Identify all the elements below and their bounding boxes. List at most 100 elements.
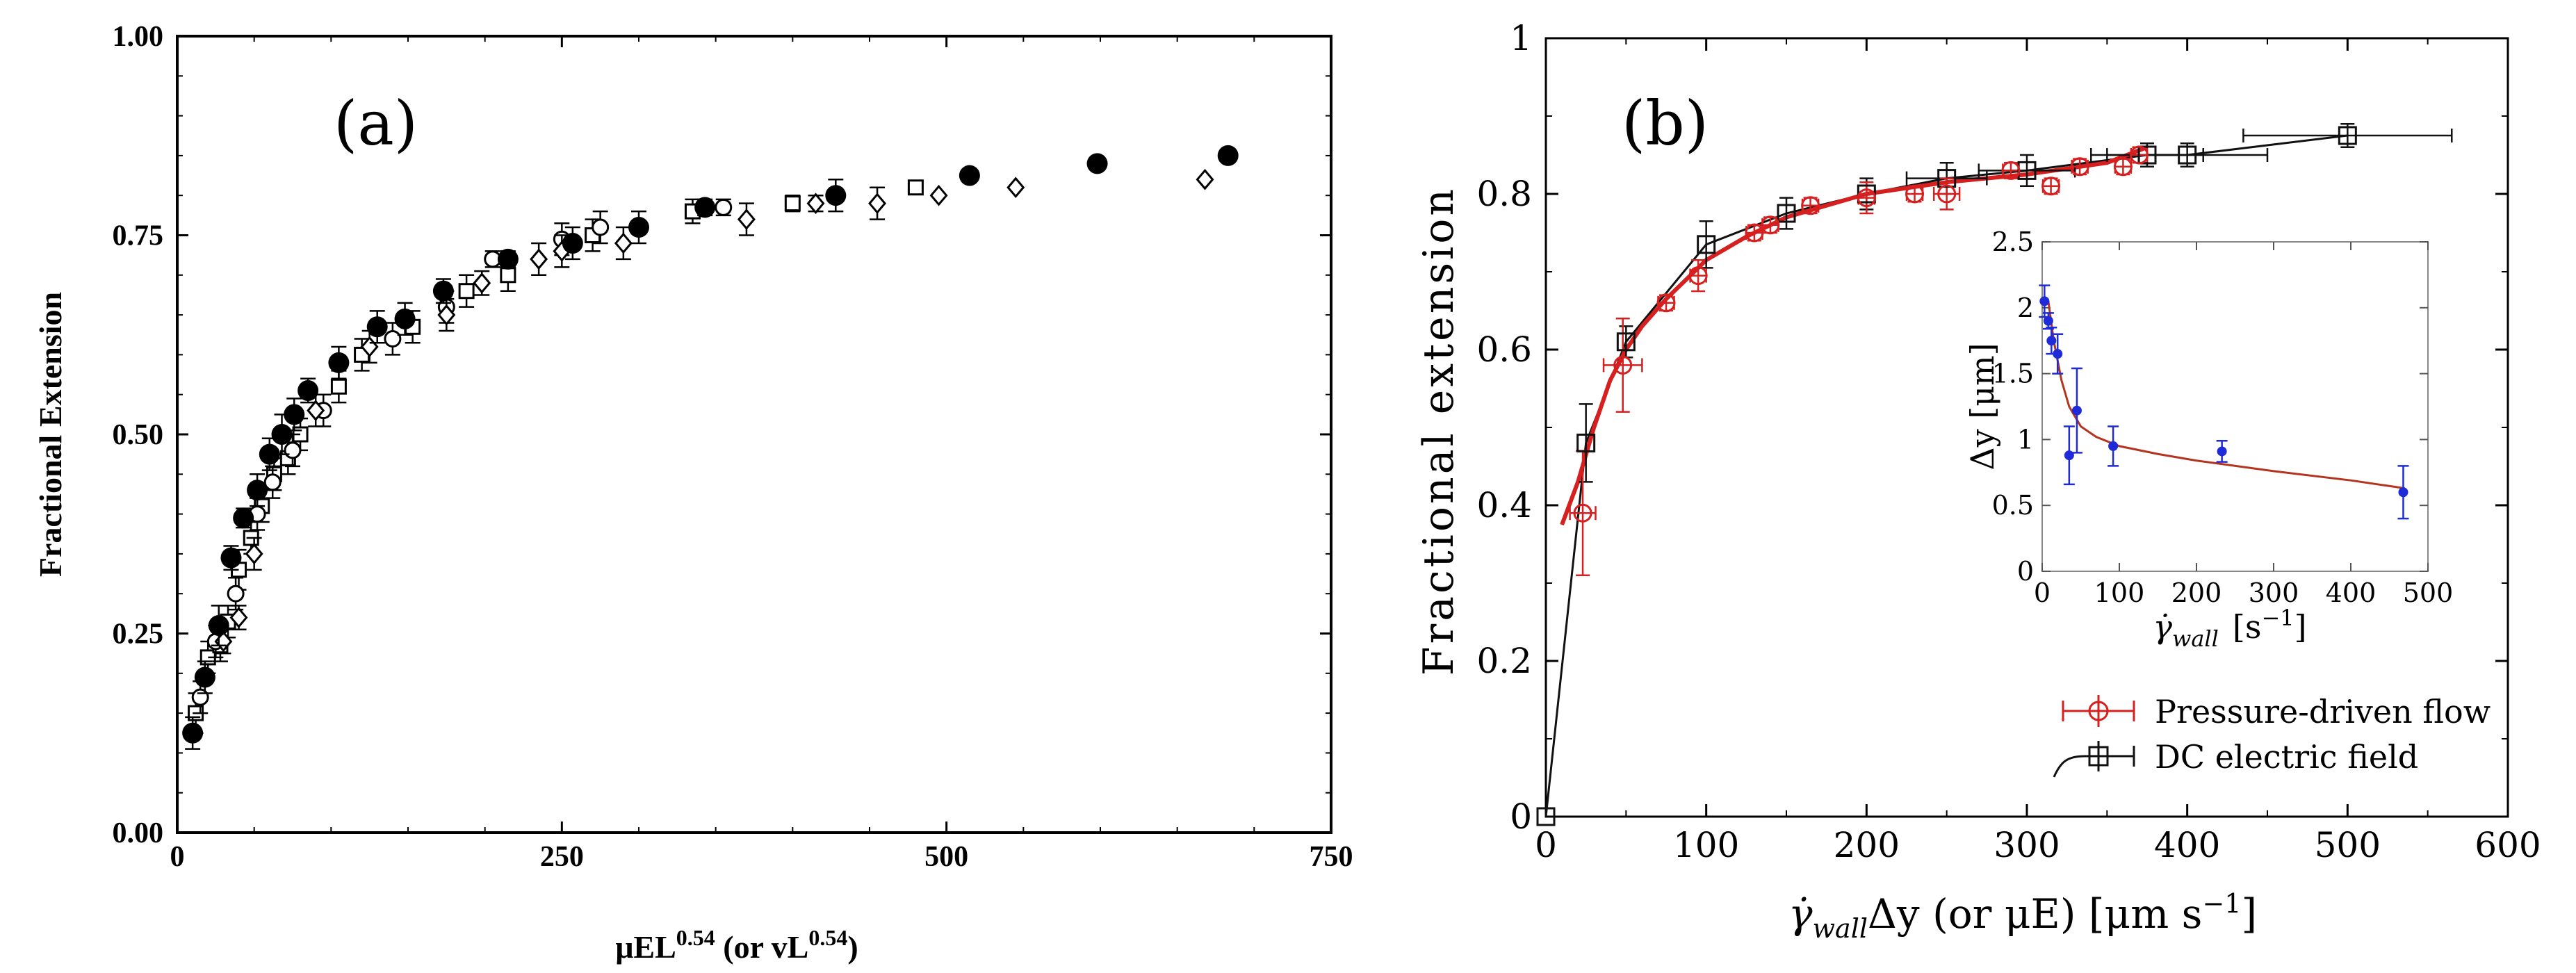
data-point-filled-circle [628,217,649,238]
x-tick-label: 400 [2154,825,2220,865]
inset-x-tick-label: 0 [2034,578,2051,608]
data-point-open-circle [384,329,402,348]
data-point-open-circle [284,441,302,459]
inset-xlabel: γ̇wall [s−1] [2153,605,2306,652]
inset-y-tick-label: 2.5 [1992,227,2034,257]
data-point-filled-circle [694,197,716,218]
x-tick-label: 500 [924,841,968,873]
inset-x-tick-label: 100 [2094,578,2145,608]
data-point-open-diamond [806,193,825,214]
data-point-open-diamond [614,232,633,254]
pressure-data-point [1801,196,1820,215]
panel-b-xlabel: γ̇wallΔy (or μE) [μm s−1] [1788,888,2257,944]
dc-data-point [1777,204,1796,223]
data-point-filled-circle [1086,153,1108,174]
y-tick-label: 0.50 [113,419,164,451]
data-point-open-square [784,195,801,212]
data-point-open-circle [227,584,245,603]
x-tick-label: 500 [2315,825,2381,865]
data-point-open-diamond [307,400,325,421]
dc-data-point [1697,235,1716,254]
inset-points [2039,284,2409,520]
inset-x-tick-label: 400 [2326,578,2377,608]
data-point-open-square [500,267,516,284]
inset-tick-labels: 0 100 200 300 400 500 0 0.5 1 1.5 2 2.5 [1992,227,2454,608]
pressure-data-point [2070,157,2089,177]
data-point-open-diamond [530,248,548,270]
y-tick-label: 0.00 [113,817,164,849]
legend-marker-dc [2088,746,2109,767]
dc-data-point [1536,807,1556,826]
panel-b-label: (b) [1622,88,1709,159]
inset-x-tick-label: 200 [2171,578,2222,608]
inset-x-tick-label: 300 [2249,578,2299,608]
data-point-open-circle [263,473,282,491]
inset-data-point [2071,405,2082,416]
inset-data-point [2053,349,2063,359]
data-point-filled-circle [297,379,319,401]
data-point-open-square [330,378,347,395]
pressure-data-point [2113,157,2133,177]
inset-y-tick-label: 1.5 [1992,359,2034,389]
pressure-data-point [1857,188,1876,208]
data-point-open-square [458,283,475,300]
panel-a-points [182,145,1239,750]
x-tick-label: 600 [2475,825,2541,865]
data-point-open-diamond [473,272,491,294]
legend-marker-pressure [2088,701,2109,721]
pressure-data-point [1656,293,1676,313]
inset-y-tick-label: 1 [2017,424,2034,455]
y-tick-label: 0.75 [113,220,164,252]
data-point-filled-circle [562,232,583,254]
y-tick-label: 0.25 [113,619,164,651]
pressure-data-point [1745,223,1764,243]
y-tick-label: 0 [1510,796,1532,837]
panel-a-ylabel: Fractional Extension [33,292,68,577]
panel-b-legend: Pressure-driven flow DC electric field [2053,693,2491,778]
inset-data-point [2046,336,2057,346]
data-point-open-diamond [437,304,456,326]
dc-data-point [2178,145,2197,165]
pressure-data-point [1613,355,1633,375]
panel-b-ylabel: Fractional extension [1415,186,1463,676]
x-tick-label: 0 [170,841,185,873]
pressure-data-point [2041,177,2061,196]
data-point-open-diamond [929,184,948,206]
inset-data-point [2108,441,2119,451]
panel-a-ticks [176,35,1332,834]
data-point-filled-circle [1217,145,1239,166]
panel-a: 0 250 500 750 0.00 0.25 0.50 0.75 1.00 (a) Fract… [33,21,1353,965]
data-point-filled-circle [271,424,293,445]
data-point-open-diamond [229,607,248,628]
data-point-open-diamond [1006,177,1025,199]
dc-data-point [1616,332,1636,352]
data-point-filled-circle [194,667,215,688]
pressure-data-point [1905,184,1925,204]
panel-b-tick-labels: 0 100 200 300 400 500 600 0 0.2 0.4 0.6 0.8 1 [1476,18,2541,865]
data-point-filled-circle [247,480,268,501]
data-point-filled-circle [208,615,229,637]
pressure-data-point [1937,184,1957,204]
inset-ylabel: Δy [μm] [1964,343,2001,470]
y-tick-label: 0.2 [1476,641,1532,681]
inset-y-tick-label: 0.5 [1992,490,2034,521]
dc-data-point [2338,126,2357,145]
data-point-filled-circle [432,280,454,302]
inset-y-tick-label: 0 [2017,556,2034,587]
pressure-data-point [2001,161,2021,180]
y-tick-label: 0.8 [1476,174,1532,214]
data-point-open-diamond [737,208,756,230]
panel-b: 0 100 200 300 400 500 600 0 0.2 0.4 0.6 0.8 1 (b) Fr… [1415,18,2541,944]
y-tick-label: 0.4 [1476,485,1532,525]
x-tick-label: 300 [1994,825,2060,865]
y-tick-label: 0.6 [1476,329,1532,370]
legend-entry-dc: DC electric field [2053,738,2418,778]
panel-a-xlabel: μEL0.54 (or vL0.54) [615,925,858,965]
x-tick-label: 0 [1535,825,1557,865]
data-point-filled-circle [959,165,980,186]
data-point-open-diamond [360,336,379,358]
dc-data-point [2137,145,2157,165]
data-point-filled-circle [284,404,305,425]
data-point-open-diamond [1196,168,1214,190]
data-point-open-square [907,179,924,196]
